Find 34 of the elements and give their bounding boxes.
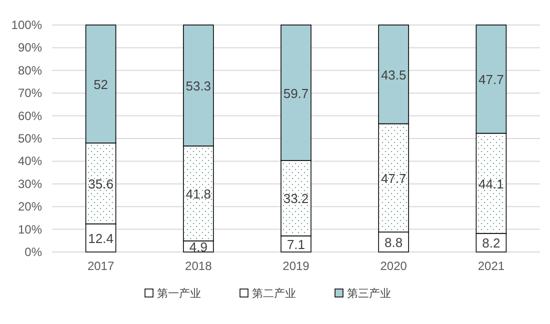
data-label: 41.8 xyxy=(186,186,212,202)
data-label: 8.2 xyxy=(482,236,500,251)
data-label: 35.6 xyxy=(88,176,114,192)
y-tick-label: 30% xyxy=(18,176,42,191)
x-tick-label: 2017 xyxy=(87,259,114,273)
data-label: 8.8 xyxy=(384,235,403,250)
data-label: 33.2 xyxy=(283,191,309,206)
data-label: 43.5 xyxy=(380,67,406,82)
y-tick-label: 50% xyxy=(18,132,42,146)
legend-label: 第二产业 xyxy=(252,287,296,300)
data-label: 12.4 xyxy=(88,230,114,246)
x-tick-label: 2018 xyxy=(185,259,212,273)
data-label: 47.7 xyxy=(380,170,406,186)
y-tick-label: 70% xyxy=(18,86,42,100)
data-label: 4.9 xyxy=(189,239,208,254)
legend-label: 第三产业 xyxy=(347,287,391,300)
y-tick-label: 20% xyxy=(18,200,42,214)
x-tick-label: 2021 xyxy=(478,259,505,273)
data-label: 53.3 xyxy=(186,78,212,94)
y-tick-label: 40% xyxy=(18,154,42,168)
y-tick-label: 90% xyxy=(18,40,42,55)
y-tick-label: 100% xyxy=(11,18,42,32)
y-tick-label: 0% xyxy=(24,245,42,259)
data-label: 7.1 xyxy=(286,236,306,252)
data-label: 59.7 xyxy=(283,86,309,101)
data-label: 44.1 xyxy=(478,176,504,192)
x-tick-label: 2020 xyxy=(380,259,408,273)
data-label: 47.7 xyxy=(478,72,504,88)
legend-label: 第一产业 xyxy=(157,287,201,300)
data-label: 52 xyxy=(94,77,108,92)
y-tick-label: 60% xyxy=(18,108,42,123)
x-tick-label: 2019 xyxy=(282,259,310,273)
y-tick-label: 80% xyxy=(18,63,42,78)
y-tick-label: 10% xyxy=(18,222,42,236)
